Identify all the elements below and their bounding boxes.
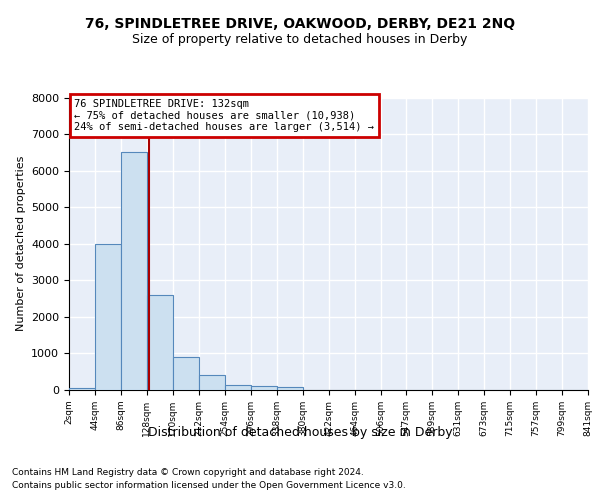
Bar [95, 244, 121, 390]
Bar [225, 384, 251, 390]
Bar [251, 386, 277, 390]
Text: Contains public sector information licensed under the Open Government Licence v3: Contains public sector information licen… [12, 482, 406, 490]
Bar [147, 295, 173, 390]
Text: Distribution of detached houses by size in Derby: Distribution of detached houses by size … [148, 426, 452, 439]
Text: 76 SPINDLETREE DRIVE: 132sqm
← 75% of detached houses are smaller (10,938)
24% o: 76 SPINDLETREE DRIVE: 132sqm ← 75% of de… [74, 99, 374, 132]
Text: Size of property relative to detached houses in Derby: Size of property relative to detached ho… [133, 32, 467, 46]
Bar [69, 388, 95, 390]
Bar [121, 152, 147, 390]
Y-axis label: Number of detached properties: Number of detached properties [16, 156, 26, 332]
Bar [277, 388, 303, 390]
Text: Contains HM Land Registry data © Crown copyright and database right 2024.: Contains HM Land Registry data © Crown c… [12, 468, 364, 477]
Bar [199, 376, 225, 390]
Bar [173, 357, 199, 390]
Text: 76, SPINDLETREE DRIVE, OAKWOOD, DERBY, DE21 2NQ: 76, SPINDLETREE DRIVE, OAKWOOD, DERBY, D… [85, 18, 515, 32]
